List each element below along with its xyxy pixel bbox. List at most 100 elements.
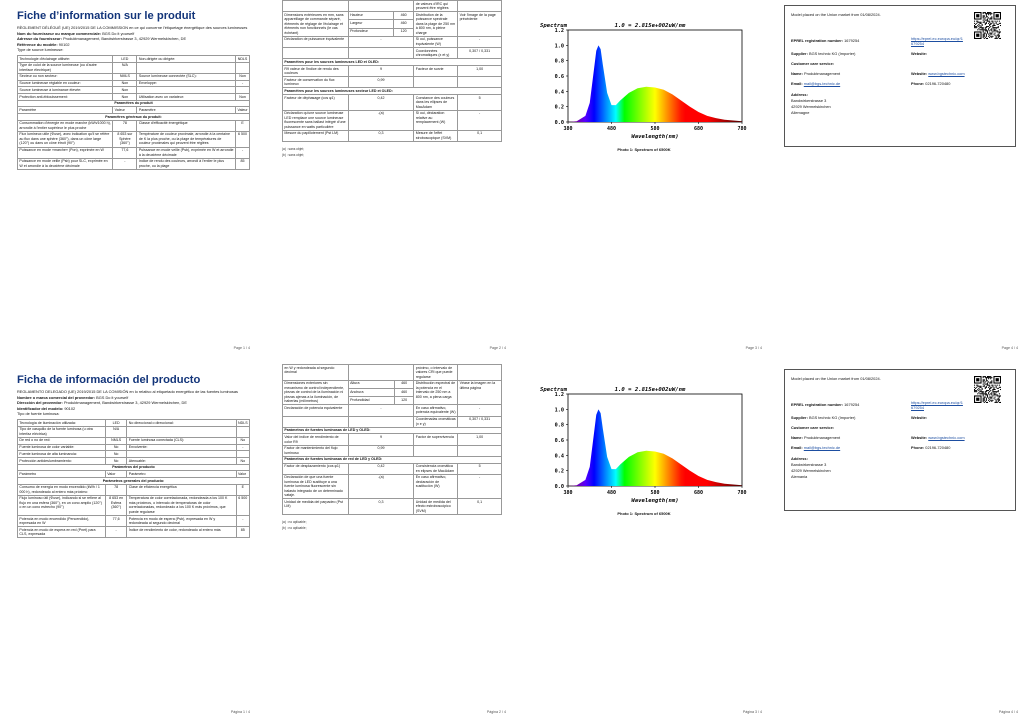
table-row: Protection anti-éblouissement: Non Utilisa…	[16, 92, 250, 101]
table-cell	[136, 86, 237, 94]
table-cell	[282, 47, 349, 60]
x-tick-label: 780	[737, 126, 746, 132]
table-cell: Mesure de l'effet stroboscopique (SVM)	[413, 129, 459, 143]
table-cell: Valor	[104, 470, 128, 478]
table-cell	[347, 415, 415, 428]
table-cell: Source lumineuse à luminance élevée:	[16, 86, 114, 94]
table-row: Source lumineuse réglable en couleur: Non…	[16, 79, 250, 88]
table-cell: En caso afirmativo, potencia equivalente…	[413, 404, 459, 417]
eprel-label: EPREL registration number:	[791, 38, 844, 43]
table-cell: No direccional o direccional:	[126, 418, 237, 427]
market-note: Model placed on the Union market from 01…	[791, 376, 881, 381]
y-tick-label: 0.6	[555, 438, 564, 444]
page-number: Página 3 / 4	[742, 710, 762, 714]
table-cell: NMLS	[112, 72, 138, 81]
table-row: Protección antideslumbramiento: No Atenuab…	[17, 456, 251, 465]
address-value: Produktmanagement, Bandwirkerstrasse 3, …	[63, 400, 187, 406]
x-tick-label: 380	[563, 126, 572, 132]
table-cell: Déclaration qu'une source lumineuse LED …	[282, 109, 349, 131]
table-cell: Valor del índice de rendimiento de color…	[282, 433, 349, 446]
table-cell: 78	[112, 119, 138, 132]
table-cell: Utilisation avec un variateur:	[136, 92, 237, 101]
table-cell: Non-dirigée ou dirigée:	[136, 54, 237, 63]
website2-label: Website:	[911, 435, 928, 440]
table-cell: Altura	[347, 379, 395, 389]
registration-box: Model placed on the Union market from 01…	[784, 5, 1016, 147]
y-tick-label: 1.0	[555, 43, 564, 49]
fr-page-3: 0.0 0.2 0.4 0.6 0.8 1.0 1.2 380 480 580 680 780 Spec…	[520, 0, 768, 352]
table-cell: Valor	[235, 470, 251, 478]
website-link[interactable]: www.bgstechnic.com	[928, 435, 965, 440]
table-cell: Declaración de potencia equivalente	[282, 404, 349, 417]
website-link[interactable]: www.bgstechnic.com	[928, 71, 965, 76]
address-line-2: 42929 Wermelskirchen	[791, 468, 831, 473]
table-cell: Unidad de medida del parpadeo (Pst LM)	[282, 498, 349, 516]
name-value: Produktmanagement	[804, 71, 841, 76]
table-cell: 1,00	[457, 433, 502, 446]
x-tick-label: 480	[607, 126, 616, 132]
table-cell: Declaración de que una fuente luminosa d…	[282, 473, 349, 500]
model-label: Identificador del modelo:	[17, 405, 64, 411]
general-heading: Paramètres généraux du produit:	[17, 112, 250, 121]
email-link[interactable]: mail@bgs-technic.de	[803, 81, 841, 86]
qr-code	[974, 12, 1001, 39]
table-row: Factor de desplazamiento (cos φ1) 0,42 Con…	[282, 462, 502, 475]
chart-title: 1.0 = 2.815e+002uW/nm	[615, 23, 686, 29]
table-cell: Unidad de medida del efecto estroboscópi…	[413, 498, 459, 516]
table-row: Secteur ou non secteur: NMLS Source lumine…	[16, 72, 250, 81]
table-row: Déclaration de puissance équivalente - Si …	[282, 35, 502, 49]
supplier-label: Nombre o marca comercial del proveedor:	[17, 394, 96, 400]
supplier-label: Nom du fournisseur ou marque commerciale…	[17, 30, 102, 36]
x-tick-label: 780	[737, 490, 746, 496]
table-cell: Paramètre	[136, 106, 237, 114]
table-cell: Protección antideslumbramiento:	[17, 456, 106, 465]
dimensions-table: de valeurs d'IRC qui peuvent être réglée…	[282, 0, 502, 143]
eprel-value: 1679254	[844, 402, 860, 407]
x-axis-label: Wavelength(nm)	[631, 498, 678, 504]
email-link[interactable]: mail@bgs-technic.de	[803, 445, 841, 450]
y-tick-label: 1.2	[555, 28, 564, 34]
table-cell: Source lumineuse réglable en couleur:	[16, 79, 114, 88]
table-cell: NMLS	[104, 436, 128, 445]
params-heading: Parámetros del producto	[17, 463, 250, 472]
eprel-link[interactable]: https://eprel.ec.europa.eu/qr/1679254	[911, 400, 963, 410]
table-cell	[457, 444, 502, 457]
table-cell: Distribución espectral de la potencia en…	[413, 379, 459, 406]
type-heading: Tipo de fuente luminosa:	[17, 411, 60, 417]
table-cell: Hauteur	[347, 11, 394, 21]
page-number: Page 4 / 4	[1001, 346, 1018, 350]
table-cell: Puissance en mode «marche» (Pon), exprim…	[16, 146, 114, 159]
table-row: Coordenadas cromáticas (x e y) 0,307 / 0,…	[282, 415, 502, 428]
table-cell: Consistencia cromática en elipses de Mac…	[413, 462, 459, 475]
table-cell	[413, 76, 459, 89]
led-heading: Paramètres pour les sources lumineuses L…	[282, 58, 502, 66]
page-title: Ficha de información del producto	[17, 374, 201, 386]
address-country: Allemagne	[791, 110, 810, 115]
table-cell: 120	[392, 27, 415, 37]
table-cell	[235, 61, 250, 74]
table-row: Facteur de déphasage (cos φ1) 0,42 Constan…	[282, 94, 502, 111]
table-cell: 0,307 / 0,331	[457, 47, 502, 60]
table-cell: Anchura	[347, 387, 395, 398]
eprel-link[interactable]: https://eprel.ec.europa.eu/qr/1679254	[911, 36, 963, 46]
table-cell	[457, 0, 502, 13]
email-label: Email:	[791, 445, 803, 450]
address-line-2: 42929 Wermelskirchen	[791, 104, 831, 109]
table-cell: próximo, o intervalo de valores CRI que …	[413, 364, 459, 381]
supplier-value: BGS Do it yourself	[102, 30, 135, 36]
table-cell	[347, 47, 415, 60]
table-cell: 0,42	[347, 462, 415, 475]
page-number: Página 1 / 4	[230, 710, 250, 714]
table-cell: -	[235, 443, 251, 452]
supplier-value: BGS technic KG (Importer)	[808, 51, 856, 56]
table-cell: No	[104, 443, 128, 452]
table-cell: 0,1	[457, 129, 502, 143]
es-page-2: en W y redondeada al segundo decimal próx…	[264, 364, 512, 716]
table-cell: Potencia en modo encendido (Pencendido),…	[17, 515, 106, 528]
phone-label: Phone:	[911, 445, 925, 450]
table-cell: No	[104, 450, 128, 458]
table-cell: 460	[392, 19, 415, 29]
table-cell	[347, 0, 415, 13]
table-cell: 120	[393, 396, 415, 406]
y-tick-label: 0.2	[555, 105, 564, 111]
